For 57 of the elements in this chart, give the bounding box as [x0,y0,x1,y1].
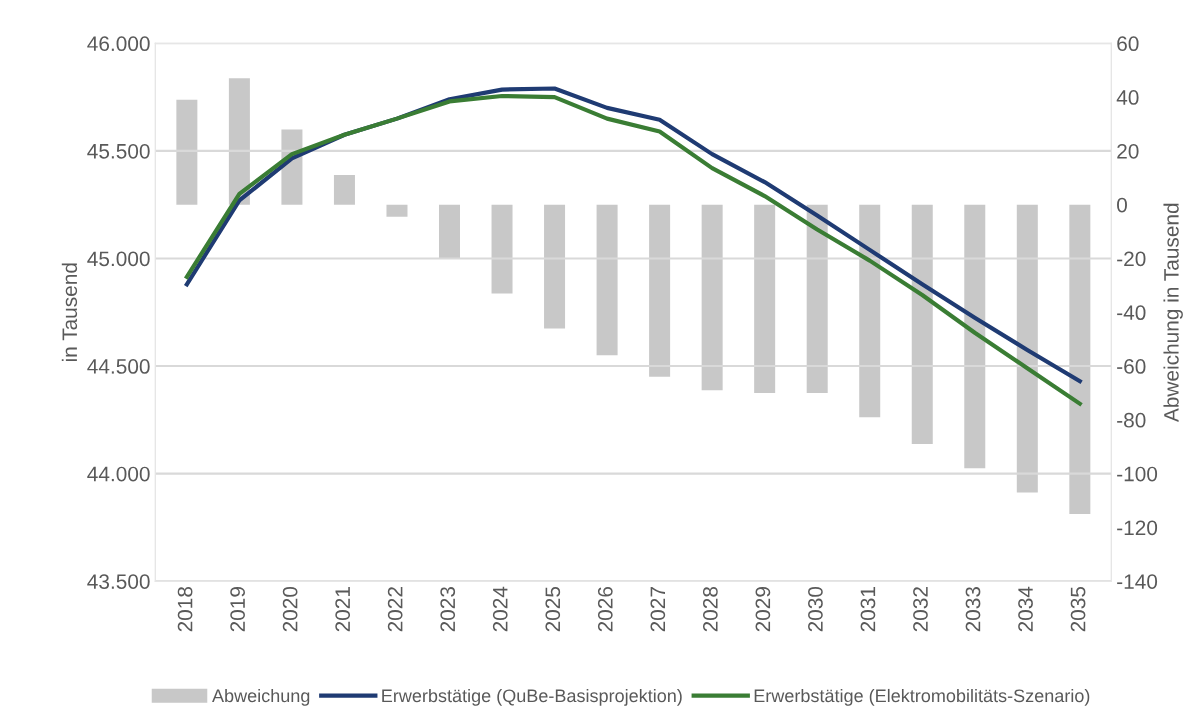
bar [176,99,198,205]
x-tick-label: 2019 [230,587,245,632]
x-tick-label: 2025 [545,586,561,632]
y-tick-label: 45.500 [87,143,150,159]
x-tick-label: 2034 [1018,586,1033,632]
y2-tick-label: 20 [1117,143,1139,159]
x-tick-label: 2035 [1070,586,1086,632]
y2-tick-label: -80 [1117,412,1146,428]
bar [1069,204,1091,514]
bar [754,204,776,393]
legend-label: Erwerbstätige (Elektromobilitäts-Szenario) [754,688,1090,706]
y2-tick-label: -20 [1117,251,1146,267]
x-tick-label: 2028 [702,586,718,632]
x-tick-label: 2031 [860,587,876,632]
bar [439,204,461,259]
y-tick-label: 44.000 [87,466,150,482]
y-tick-label: 43.500 [87,574,150,589]
y-tick-label: 46.000 [87,36,150,52]
y-tick-label: 44.500 [87,359,150,374]
y2-tick-label: -140 [1117,574,1158,589]
bar [596,204,618,356]
bar [701,204,723,391]
x-tick-label: 2020 [282,586,298,632]
bar [649,204,671,377]
bar [333,175,355,205]
bar [911,204,933,445]
y2-tick-label: -100 [1117,466,1158,482]
y-axis-title: in Tausend [61,263,78,362]
legend-label: Abweichung [212,688,310,706]
y2-tick-label: -120 [1117,520,1158,536]
y2-tick-label: 60 [1117,36,1139,52]
x-tick-label: 2023 [440,586,456,632]
x-tick-label: 2018 [177,586,193,632]
bar [544,204,566,329]
y2-tick-label: -40 [1117,305,1146,321]
legend-label: Erwerbstätige (QuBe-Basisprojektion) [382,688,682,706]
bar [1016,204,1038,493]
bar [964,204,986,469]
x-tick-label: 2024 [492,586,508,632]
bar [806,204,828,393]
bar [491,204,513,294]
x-tick-label: 2021 [335,587,351,632]
x-tick-label: 2033 [965,586,981,632]
bar [859,204,881,418]
y2-tick-label: 0 [1117,197,1127,213]
x-tick-label: 2032 [913,587,928,632]
y2-axis-title: Abweichung in Tausend [1163,203,1183,423]
x-tick-label: 2029 [755,587,771,632]
x-tick-label: 2027 [650,587,666,632]
y2-tick-label: 40 [1116,90,1139,105]
y2-tick-label: -60 [1117,359,1146,374]
x-tick-label: 2022 [387,587,403,632]
bar [228,78,250,205]
bar [386,204,408,217]
y-tick-label: 45.000 [87,251,150,267]
x-tick-label: 2030 [808,586,823,632]
x-tick-label: 2026 [597,586,613,632]
